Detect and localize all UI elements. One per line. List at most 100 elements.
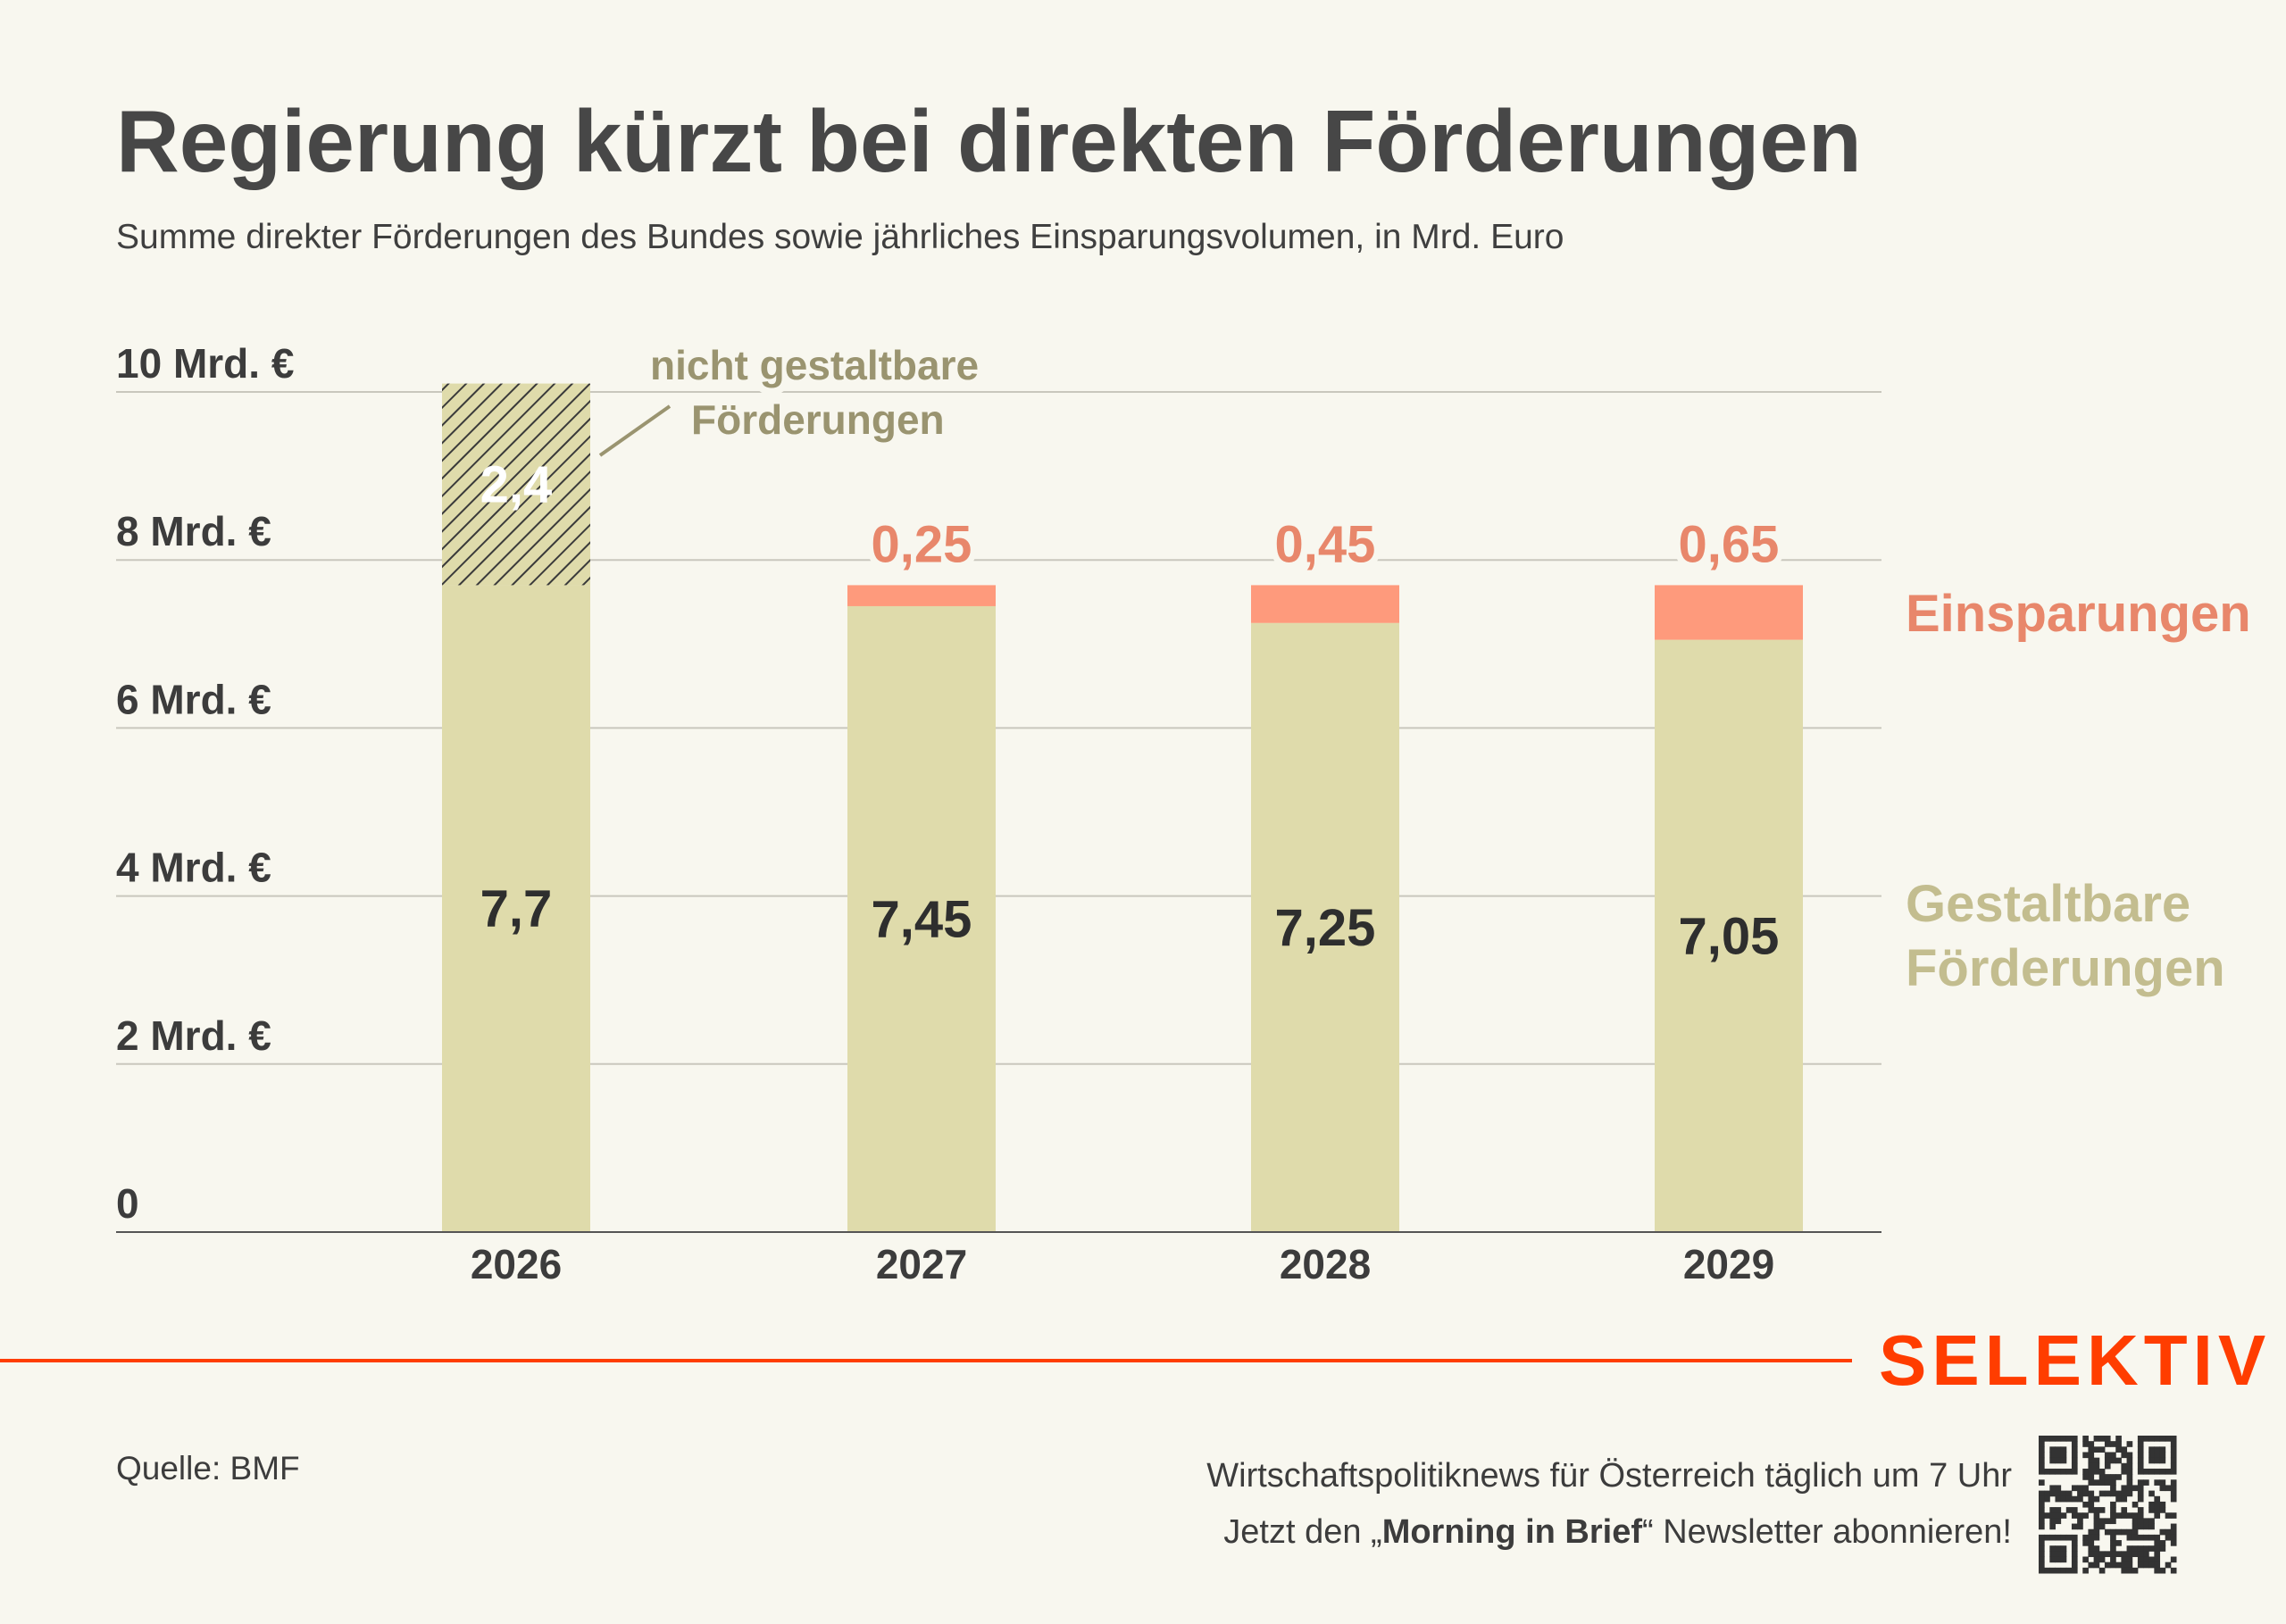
qr-module [2104,1457,2111,1464]
qr-module [2077,1485,2083,1492]
qr-module [2093,1457,2100,1464]
qr-module [2088,1528,2095,1536]
qr-module [2148,1436,2155,1442]
qr-module [2170,1446,2177,1453]
qr-module [2093,1507,2100,1513]
qr-module [2159,1485,2166,1492]
qr-module [2044,1468,2050,1475]
qr-module [2088,1474,2095,1480]
qr-module [2126,1490,2133,1497]
qr-module [2137,1436,2144,1442]
bar-gestaltbar [442,585,590,1232]
qr-code-icon[interactable] [2039,1436,2177,1574]
qr-module [2055,1567,2062,1574]
qr-module [2137,1485,2144,1492]
qr-module [2132,1512,2139,1519]
qr-module [2088,1468,2095,1475]
qr-module [2098,1474,2106,1480]
qr-module [2055,1534,2062,1541]
qr-module [2088,1457,2095,1464]
qr-module [2098,1507,2106,1513]
qr-module [2098,1518,2106,1525]
qr-module [2039,1534,2045,1541]
qr-module [2170,1462,2177,1470]
qr-module [2049,1507,2056,1513]
qr-module [2121,1462,2128,1470]
qr-module [2098,1468,2106,1475]
qr-module [2115,1551,2122,1558]
qr-module [2132,1523,2139,1530]
qr-module [2159,1507,2166,1513]
qr-module [2039,1468,2045,1475]
qr-module [2154,1501,2161,1508]
qr-module [2143,1518,2149,1525]
qr-module [2055,1518,2062,1525]
qr-module [2039,1512,2045,1519]
qr-module [2137,1452,2144,1459]
qr-module [2039,1518,2045,1525]
qr-module [2104,1474,2111,1480]
qr-module [2110,1441,2116,1447]
qr-module [2049,1446,2056,1453]
qr-module [2148,1501,2155,1508]
qr-module [2143,1545,2149,1552]
qr-module [2110,1507,2116,1513]
qr-module [2148,1518,2155,1525]
qr-module [2121,1485,2128,1492]
value-label-einsparungen: 0,65 [1679,515,1780,573]
qr-module [2154,1545,2161,1552]
qr-module [2143,1556,2149,1563]
qr-module [2077,1523,2083,1530]
qr-module [2071,1512,2078,1519]
qr-module [2049,1452,2056,1459]
qr-module [2104,1518,2111,1525]
qr-module [2143,1468,2149,1475]
qr-module [2055,1512,2062,1519]
qr-module [2126,1512,2133,1519]
value-label-gestaltbar: 7,7 [480,880,553,938]
bar-einsparungen [847,585,996,606]
qr-module [2121,1556,2128,1563]
bar-gestaltbar [847,605,996,1232]
qr-module [2110,1534,2116,1541]
qr-module [2055,1495,2062,1503]
qr-module [2159,1528,2166,1536]
qr-module [2039,1556,2045,1563]
newsletter-name[interactable]: Morning in Brief [1382,1513,1643,1551]
page-subtitle: Summe direkter Förderungen des Bundes so… [116,218,1564,256]
qr-module [2093,1534,2100,1541]
qr-module [2071,1523,2078,1530]
qr-module [2049,1523,2056,1530]
qr-module [2148,1452,2155,1459]
qr-module [2039,1452,2045,1459]
qr-module [2039,1562,2045,1569]
qr-module [2055,1457,2062,1464]
source-note: Quelle: BMF [116,1450,300,1487]
qr-module [2154,1534,2161,1541]
qr-module [2121,1468,2128,1475]
qr-module [2088,1479,2095,1486]
qr-module [2170,1490,2177,1497]
qr-module [2093,1479,2100,1486]
qr-module [2115,1512,2122,1519]
y-tick-label: 10 Mrd. € [116,340,294,387]
qr-module [2126,1545,2133,1552]
bar-einsparungen [1251,585,1399,623]
qr-module [2055,1507,2062,1513]
qr-module [2055,1556,2062,1563]
qr-module [2154,1551,2161,1558]
qr-module [2082,1452,2089,1459]
qr-module [2049,1457,2056,1464]
promo-line-2[interactable]: Jetzt den „Morning in Brief“ Newsletter … [1223,1513,2012,1551]
qr-module [2060,1545,2067,1552]
qr-module [2159,1540,2166,1546]
qr-module [2137,1468,2144,1475]
qr-module [2154,1512,2161,1519]
promo-post: “ Newsletter abonnieren! [1642,1513,2012,1551]
qr-module [2154,1540,2161,1546]
qr-module [2082,1512,2089,1519]
qr-module [2132,1534,2139,1541]
qr-module [2088,1562,2095,1569]
qr-module [2039,1507,2045,1513]
qr-module [2093,1436,2100,1442]
